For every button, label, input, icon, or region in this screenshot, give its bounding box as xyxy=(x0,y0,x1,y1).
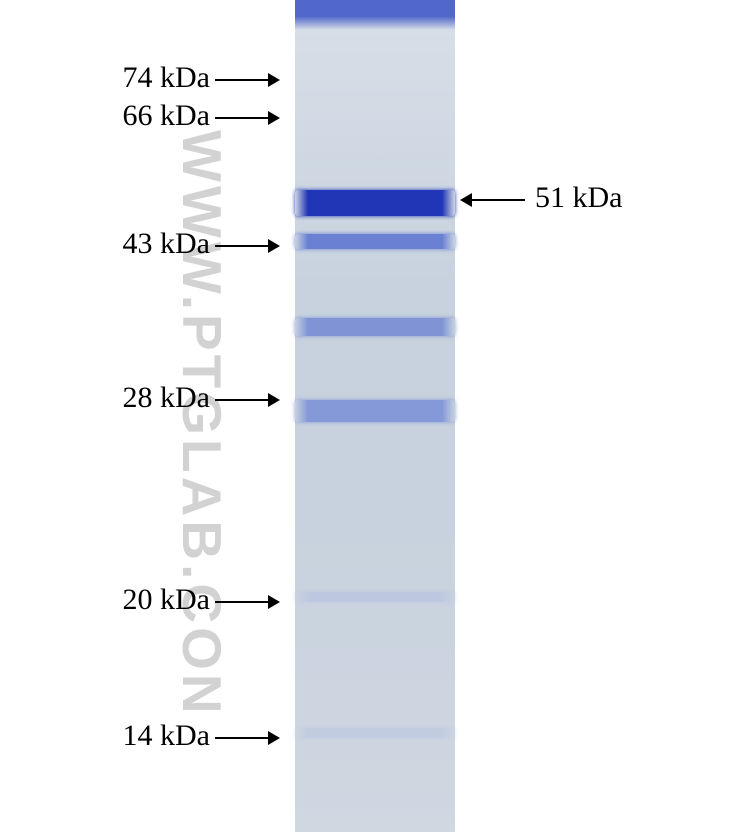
mw-marker-label: 14 kDa xyxy=(123,719,210,753)
mw-marker-label: 74 kDa xyxy=(123,61,210,95)
gel-band xyxy=(295,318,455,336)
gel-band xyxy=(295,190,455,216)
watermark-text: WWW.PTGLAB.CON xyxy=(170,130,234,718)
arrow-right-icon xyxy=(215,117,270,120)
mw-marker-label: 20 kDa xyxy=(123,583,210,617)
gel-figure: WWW.PTGLAB.CON 74 kDa 66 kDa 43 kDa 28 kDa 2… xyxy=(0,0,740,832)
mw-marker-label: 28 kDa xyxy=(123,381,210,415)
mw-marker-label: 66 kDa xyxy=(123,99,210,133)
gel-band xyxy=(295,234,455,249)
gel-lane xyxy=(295,0,455,832)
arrow-left-icon xyxy=(470,199,525,202)
arrow-right-icon xyxy=(215,601,270,604)
arrow-right-icon xyxy=(215,245,270,248)
mw-target-label: 51 kDa xyxy=(535,181,622,215)
arrow-right-icon xyxy=(215,399,270,402)
gel-band xyxy=(295,728,455,738)
gel-band xyxy=(295,0,455,30)
mw-marker-label: 43 kDa xyxy=(123,227,210,261)
gel-band xyxy=(295,400,455,422)
arrow-right-icon xyxy=(215,737,270,740)
arrow-right-icon xyxy=(215,79,270,82)
gel-band xyxy=(295,592,455,602)
